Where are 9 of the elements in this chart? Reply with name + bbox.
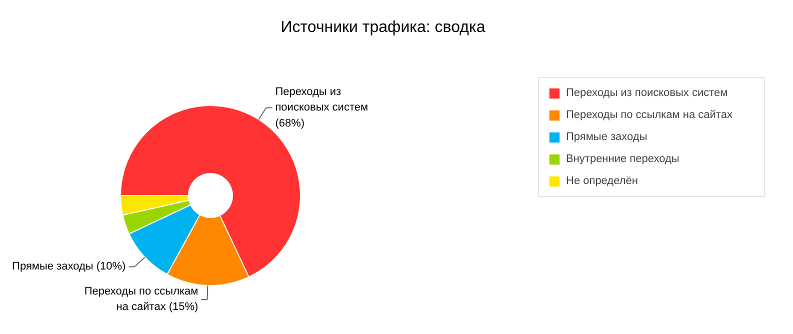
- legend-label: Внутренние переходы: [566, 153, 680, 165]
- legend-label: Прямые заходы: [566, 131, 648, 143]
- legend-label: Переходы по ссылкам на сайтах: [566, 109, 734, 121]
- legend-label: Не определён: [566, 175, 639, 187]
- data-label: Прямые заходы (10%): [12, 260, 126, 273]
- chart-title: Источники трафика: сводка: [280, 19, 486, 36]
- legend-label: Переходы из поисковых систем: [566, 87, 729, 99]
- data-label: Переходы из поисковых систем (68%): [275, 86, 368, 130]
- data-label: Переходы по ссылкам на сайтах (15%): [84, 286, 198, 314]
